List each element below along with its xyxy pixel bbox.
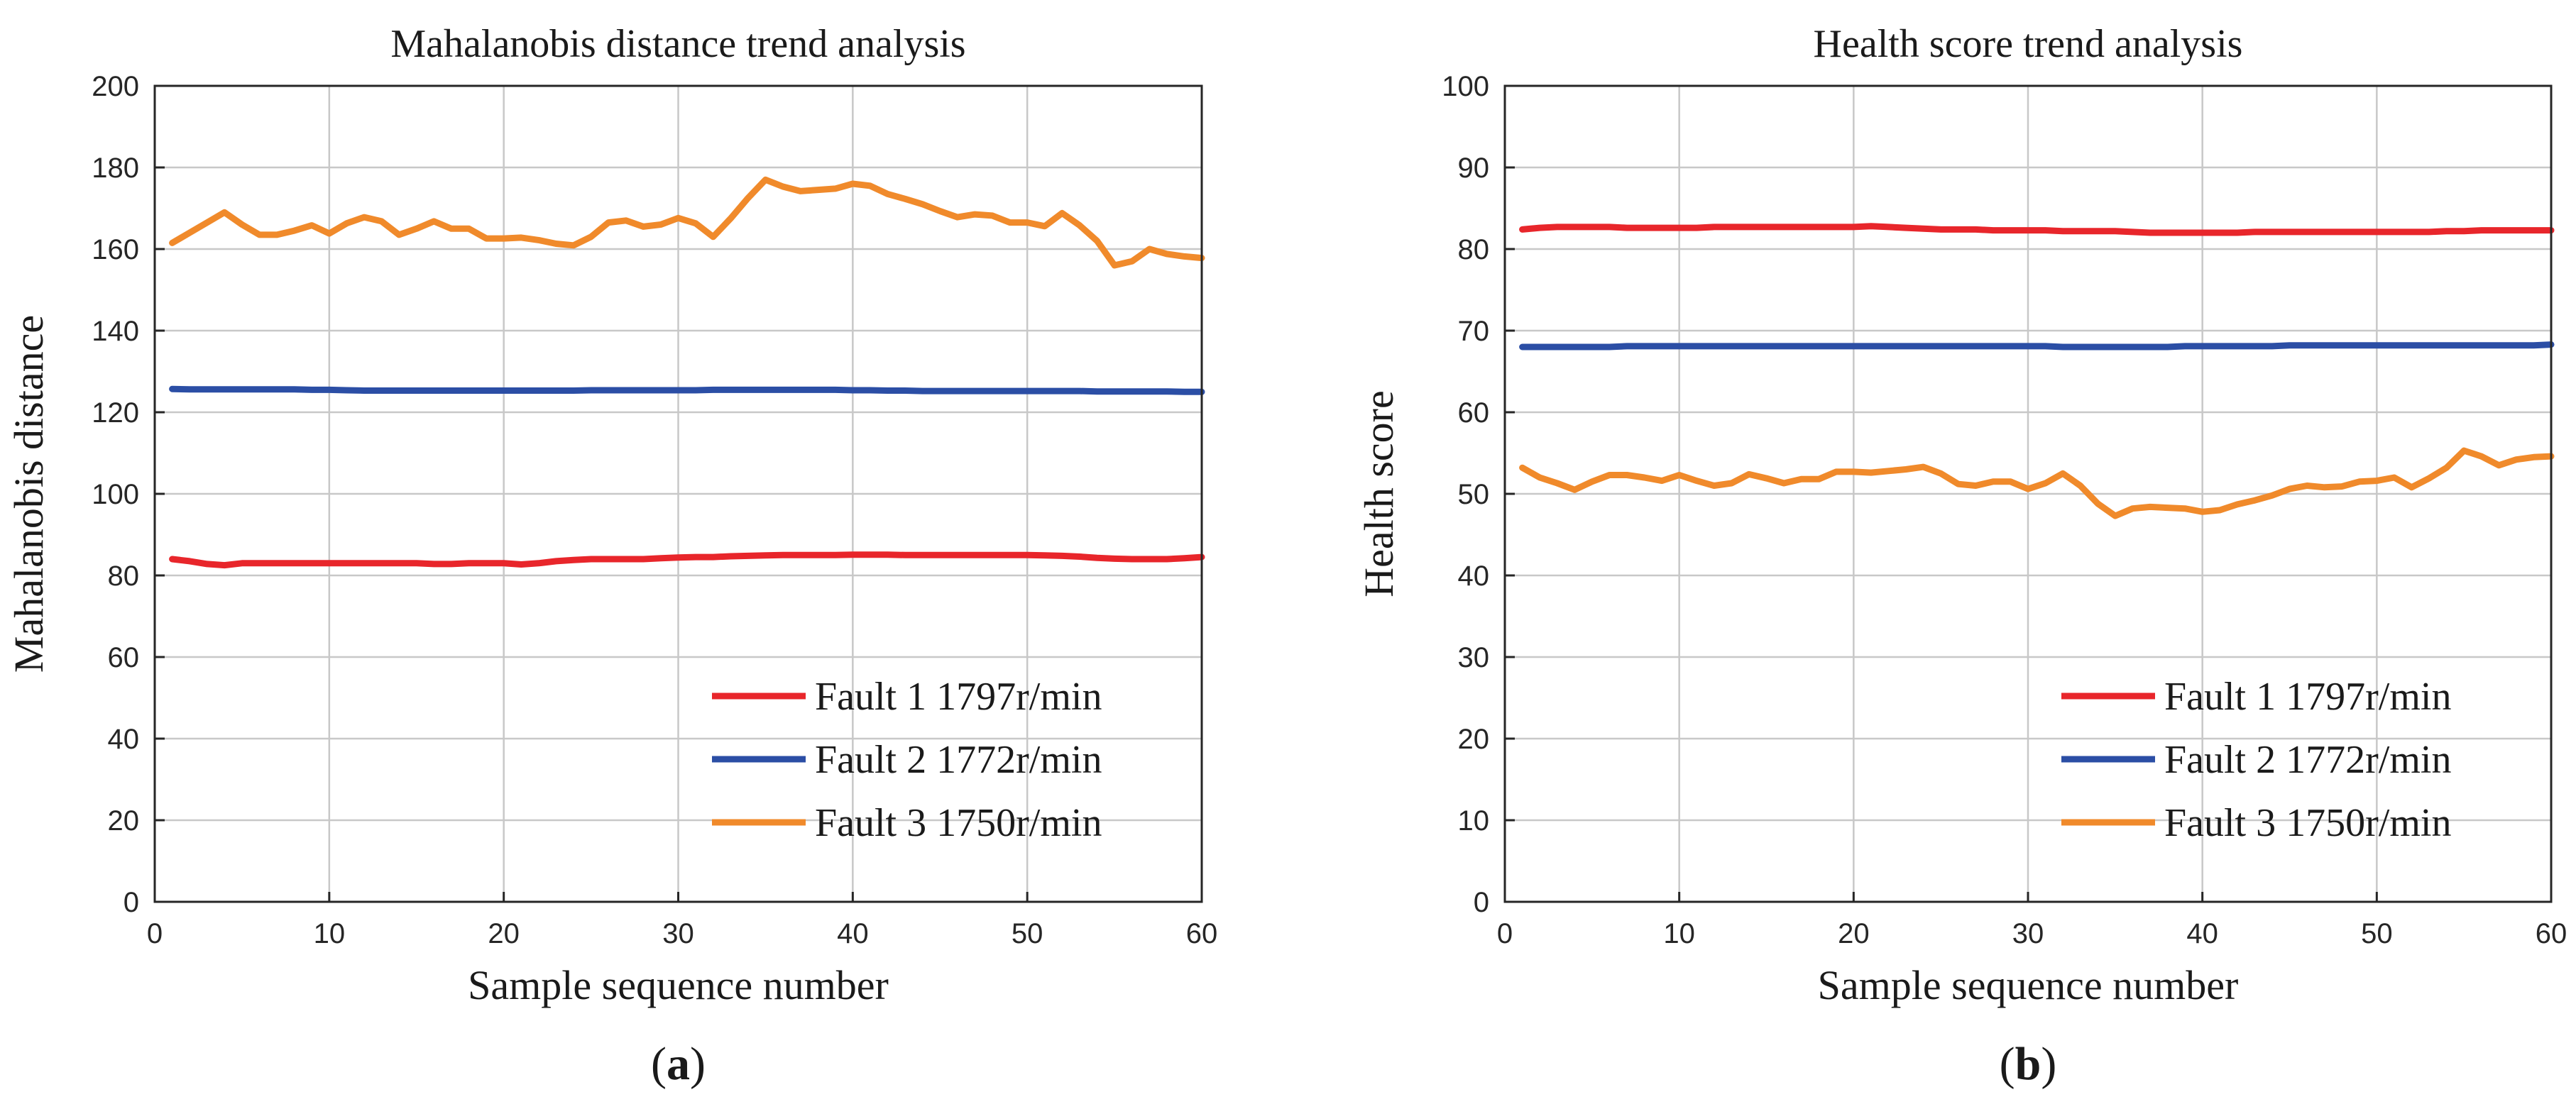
y-tick-label: 40 (108, 724, 140, 755)
x-tick-label: 0 (147, 918, 163, 949)
x-tick-label: 50 (2361, 918, 2393, 949)
x-tick-label: 50 (1012, 918, 1043, 949)
y-tick-label: 50 (1458, 479, 1490, 510)
x-tick-label: 60 (2536, 918, 2567, 949)
x-tick-label: 60 (1186, 918, 1218, 949)
y-tick-label: 200 (92, 71, 139, 102)
chart-title: Mahalanobis distance trend analysis (390, 22, 965, 66)
legend-label: Fault 1 1797r/min (2164, 675, 2451, 719)
y-tick-label: 20 (1458, 724, 1490, 755)
x-tick-label: 20 (488, 918, 520, 949)
y-tick-label: 100 (1442, 71, 1489, 102)
series-line-fault-3 (169, 176, 1205, 269)
legend-label: Fault 2 1772r/min (815, 738, 1102, 782)
legend-label: Fault 3 1750r/min (2164, 801, 2451, 845)
y-tick-label: 20 (108, 805, 140, 837)
x-tick-label: 0 (1497, 918, 1513, 949)
axes-frame (1503, 84, 2553, 903)
y-tick-label: 60 (1458, 397, 1490, 429)
x-tick-label: 10 (314, 918, 346, 949)
x-tick-label: 40 (837, 918, 869, 949)
panel-letter: a (667, 1038, 690, 1090)
y-tick-label: 80 (108, 561, 140, 592)
series-line-fault-1 (169, 551, 1205, 569)
x-tick-label: 30 (662, 918, 694, 949)
y-tick-label: 0 (124, 887, 139, 918)
series-line-fault-3 (1519, 447, 2555, 519)
x-axis-label: Sample sequence number (1818, 962, 2239, 1008)
x-tick-label: 30 (2012, 918, 2044, 949)
y-tick-label: 90 (1458, 153, 1490, 184)
y-tick-label: 100 (92, 479, 139, 510)
x-tick-label: 20 (1838, 918, 1870, 949)
x-tick-label: 10 (1663, 918, 1695, 949)
y-tick-label: 60 (108, 642, 140, 673)
axes-frame (153, 84, 1203, 903)
series-line-fault-1 (1519, 223, 2555, 236)
grid (1503, 84, 2553, 903)
y-tick-label: 80 (1458, 234, 1490, 265)
y-tick-label: 10 (1458, 805, 1490, 837)
chart-panel-b: Health score trend analysis Sample seque… (1356, 22, 2567, 1090)
chart-panel-a: Mahalanobis distance trend analysis Samp… (6, 22, 1217, 1090)
series-line-fault-2 (169, 385, 1205, 395)
legend-label: Fault 3 1750r/min (815, 801, 1102, 845)
panel-letter: b (2015, 1038, 2041, 1090)
panel-label: (a) (651, 1038, 706, 1090)
legend-label: Fault 2 1772r/min (2164, 738, 2451, 782)
y-tick-label: 120 (92, 397, 139, 429)
series-line-fault-2 (1519, 341, 2555, 351)
y-tick-label: 160 (92, 234, 139, 265)
y-tick-label: 180 (92, 153, 139, 184)
y-tick-label: 40 (1458, 561, 1490, 592)
legend-label: Fault 1 1797r/min (815, 675, 1102, 719)
y-tick-label: 140 (92, 316, 139, 347)
chart-title: Health score trend analysis (1814, 22, 2243, 66)
panel-label: (b) (2000, 1038, 2057, 1090)
y-axis-label: Mahalanobis distance (6, 315, 52, 673)
y-tick-label: 0 (1474, 887, 1489, 918)
y-tick-label: 30 (1458, 642, 1490, 673)
y-tick-label: 70 (1458, 316, 1490, 347)
y-axis-label: Health score (1356, 390, 1402, 597)
x-axis-label: Sample sequence number (468, 962, 889, 1008)
x-tick-label: 40 (2186, 918, 2218, 949)
